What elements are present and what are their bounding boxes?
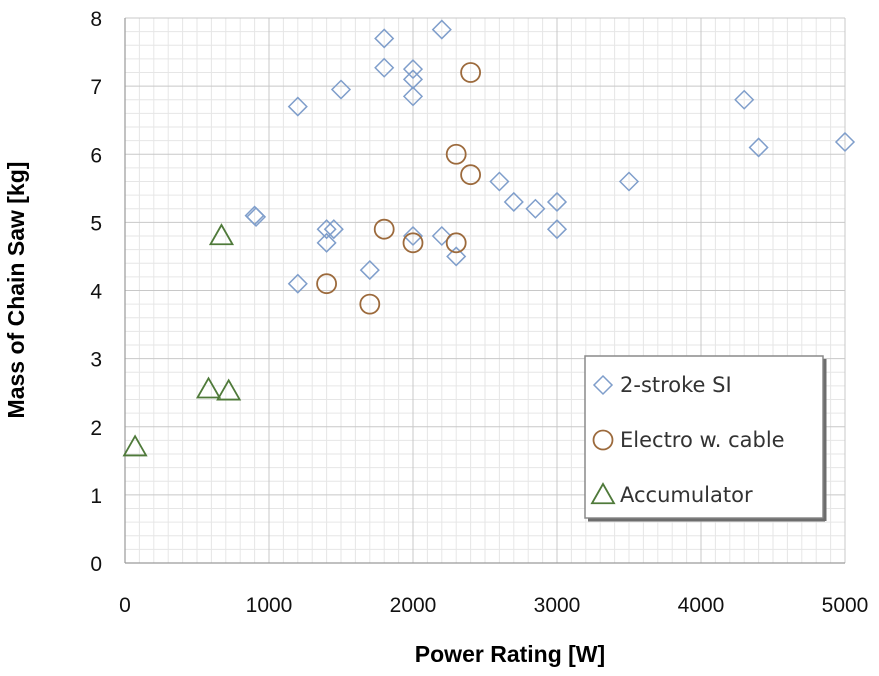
y-tick-label: 2 <box>90 417 102 440</box>
data-point-2-stroke-si <box>316 232 337 253</box>
legend-marker-accumulator <box>590 482 616 505</box>
data-point-2-stroke-si <box>546 219 568 240</box>
data-point-2-stroke-si <box>323 219 344 240</box>
data-point-accumulator <box>122 434 148 457</box>
data-point-electro-w-cable <box>460 164 482 186</box>
data-point-2-stroke-si <box>503 191 524 212</box>
legend-label-electro-w-cable: Electro w. cable <box>620 428 785 452</box>
legend-label-2-stroke-si: 2-stroke SI <box>620 373 732 397</box>
x-tick-label: 2000 <box>390 594 437 617</box>
data-point-2-stroke-si <box>245 206 267 227</box>
data-point-2-stroke-si <box>834 131 856 153</box>
data-point-electro-w-cable <box>359 293 381 315</box>
data-point-2-stroke-si <box>431 19 452 40</box>
data-point-2-stroke-si <box>316 219 337 240</box>
data-point-accumulator <box>216 378 242 401</box>
tick-labels: 0 1000 2000 3000 4000 5000 0 1 2 3 4 5 6 7 8 <box>90 8 868 617</box>
data-point-2-stroke-si <box>402 225 424 247</box>
data-point-electro-w-cable <box>316 273 338 295</box>
data-point-2-stroke-si <box>287 273 308 294</box>
data-point-electro-w-cable <box>373 218 395 240</box>
y-tick-label: 8 <box>90 8 102 31</box>
legend-marker-electro-w-cable <box>592 429 614 451</box>
y-tick-label: 4 <box>90 281 102 304</box>
axes <box>124 18 845 564</box>
data-point-2-stroke-si <box>748 137 769 158</box>
data-point-2-stroke-si <box>431 225 452 247</box>
data-point-accumulator <box>195 376 222 399</box>
legend-box <box>584 355 824 519</box>
data-point-2-stroke-si <box>359 260 380 281</box>
data-point-2-stroke-si <box>330 79 352 100</box>
legend: 2-stroke SI Electro w. cable Accumulator <box>584 355 827 522</box>
data-point-electro-w-cable <box>402 232 424 254</box>
data-point-2-stroke-si <box>374 28 395 49</box>
data-point-electro-w-cable <box>460 62 482 83</box>
data-point-2-stroke-si <box>489 171 510 192</box>
data-point-2-stroke-si <box>546 191 568 212</box>
data-point-2-stroke-si <box>402 86 424 107</box>
y-tick-label: 3 <box>90 349 102 372</box>
legend-marker-2-stroke-si <box>592 374 614 396</box>
data-point-electro-w-cable <box>445 232 467 254</box>
x-axis-title: Power Rating [W] <box>415 641 605 667</box>
data-point-2-stroke-si <box>402 59 424 80</box>
data-points <box>122 19 856 457</box>
data-point-2-stroke-si <box>446 246 467 267</box>
data-point-accumulator <box>208 223 235 246</box>
y-tick-label: 1 <box>90 485 102 508</box>
y-tick-label: 5 <box>90 212 102 235</box>
data-point-2-stroke-si <box>374 57 395 78</box>
x-tick-label: 3000 <box>534 594 581 617</box>
data-point-2-stroke-si <box>734 89 755 110</box>
y-tick-label: 7 <box>90 76 102 99</box>
data-point-2-stroke-si <box>287 96 308 117</box>
legend-label-accumulator: Accumulator <box>620 483 753 507</box>
data-point-2-stroke-si <box>525 198 546 219</box>
x-tick-label: 1000 <box>246 594 293 617</box>
y-tick-label: 0 <box>90 553 102 576</box>
y-axis-title: Mass of Chain Saw [kg] <box>3 162 29 419</box>
x-tick-label: 0 <box>119 594 131 617</box>
data-point-2-stroke-si <box>618 171 640 192</box>
data-point-electro-w-cable <box>445 143 467 165</box>
x-tick-label: 4000 <box>678 594 725 617</box>
x-tick-label: 5000 <box>822 594 869 617</box>
y-tick-label: 6 <box>90 144 102 167</box>
